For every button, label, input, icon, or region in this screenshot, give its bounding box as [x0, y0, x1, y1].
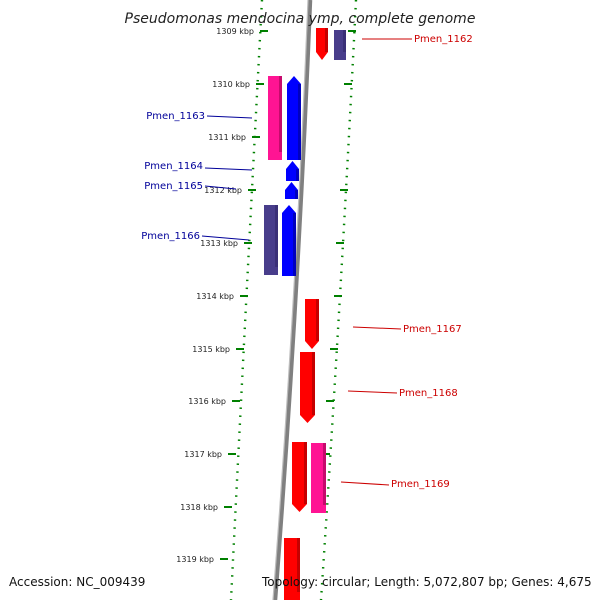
- gene-pmen-1163-partner-shape: [268, 76, 282, 160]
- gene-pmen-1162-partner[interactable]: [334, 30, 346, 60]
- gene-pmen-1166-partner-shape: [264, 205, 278, 275]
- gene-trailing-shading: [297, 538, 300, 592]
- gene-pmen-1169-partner-shading: [304, 442, 307, 504]
- gene-pmen-1166-shading: [293, 213, 296, 276]
- tick-label: 1311 kbp: [208, 133, 246, 142]
- feature-layer: [264, 28, 346, 600]
- backbone-highlight: [272, 0, 309, 600]
- gene-pmen-1163[interactable]: [287, 76, 301, 160]
- gene-leader-line: [352, 326, 402, 330]
- tick-label: 1313 kbp: [200, 239, 238, 248]
- gene-pmen-1163-shape: [287, 76, 301, 160]
- gene-label-pmen-1167[interactable]: Pmen_1167: [403, 324, 462, 335]
- gene-pmen-1162-shape: [316, 28, 328, 60]
- gene-pmen-1168-shape: [300, 352, 315, 423]
- gene-trailing-shape: [284, 538, 300, 600]
- gene-leader-line: [201, 235, 250, 241]
- left-dotted-guide: [229, 0, 264, 600]
- tick-label: 1312 kbp: [204, 186, 242, 195]
- gene-pmen-1164-shading: [296, 169, 299, 181]
- backbone-layer: [272, 0, 313, 600]
- gene-leader-line: [204, 185, 237, 190]
- gene-label-pmen-1163[interactable]: Pmen_1163: [146, 111, 205, 122]
- gene-pmen-1169[interactable]: [311, 443, 326, 513]
- gene-pmen-1166-partner-shading: [275, 205, 278, 267]
- gene-pmen-1169-shape: [311, 443, 326, 513]
- gene-pmen-1169-shading: [323, 443, 326, 505]
- label-layer: Pmen_1162 Pmen_1163 Pmen_1164 Pmen_1165 Pmen…: [141, 34, 472, 490]
- gene-pmen-1165-shape: [285, 182, 298, 199]
- accession-text: Accession: NC_009439: [9, 575, 145, 589]
- gene-pmen-1165-shading: [295, 190, 298, 199]
- tick-layer: 1309 kbp 1310 kbp 1311 kbp 1312 kbp 1313 kbp…: [176, 0, 358, 600]
- gene-pmen-1169-partner[interactable]: [292, 442, 307, 512]
- gene-pmen-1168-shading: [312, 352, 315, 415]
- gene-pmen-1162-partner-shading: [343, 30, 346, 52]
- gene-pmen-1167[interactable]: [305, 299, 319, 349]
- gene-label-pmen-1166[interactable]: Pmen_1166: [141, 231, 200, 242]
- gene-pmen-1165[interactable]: [285, 182, 298, 199]
- gene-pmen-1168[interactable]: [300, 352, 315, 423]
- tick-label: 1315 kbp: [192, 345, 230, 354]
- gene-pmen-1166-shape: [282, 205, 296, 276]
- gene-label-pmen-1164[interactable]: Pmen_1164: [144, 161, 203, 172]
- gene-trailing[interactable]: [284, 538, 300, 600]
- gene-leader-line: [347, 390, 398, 394]
- map-title: Pseudomonas mendocina ymp, complete geno…: [125, 11, 476, 27]
- gene-pmen-1169-partner-shape: [292, 442, 307, 512]
- gene-pmen-1162[interactable]: [316, 28, 328, 60]
- right-dotted-guide: [319, 0, 358, 600]
- gene-pmen-1164[interactable]: [286, 161, 299, 181]
- gene-pmen-1166[interactable]: [282, 205, 296, 276]
- gene-pmen-1162-shading: [325, 28, 328, 52]
- gene-leader-line: [340, 481, 390, 486]
- gene-pmen-1163-partner-shading: [279, 76, 282, 152]
- gene-pmen-1162-partner-shape: [334, 30, 346, 60]
- gene-pmen-1164-shape: [286, 161, 299, 181]
- gene-pmen-1167-shading: [316, 299, 319, 341]
- gene-label-pmen-1162[interactable]: Pmen_1162: [414, 34, 473, 45]
- gene-pmen-1166-partner[interactable]: [264, 205, 278, 275]
- backbone-line: [272, 0, 313, 600]
- gene-leader-line: [204, 167, 253, 171]
- gene-label-pmen-1165[interactable]: Pmen_1165: [144, 181, 203, 192]
- gene-pmen-1163-shading: [298, 84, 301, 160]
- tick-label: 1317 kbp: [184, 450, 222, 459]
- gene-pmen-1163-partner[interactable]: [268, 76, 282, 160]
- tick-label: 1319 kbp: [176, 555, 214, 564]
- tick-label: 1316 kbp: [188, 397, 226, 406]
- tick-label: 1309 kbp: [216, 27, 254, 36]
- tick-label: 1318 kbp: [180, 503, 218, 512]
- gene-pmen-1167-shape: [305, 299, 319, 349]
- gene-leader-line: [206, 115, 253, 119]
- gene-label-pmen-1168[interactable]: Pmen_1168: [399, 388, 458, 399]
- tick-label: 1310 kbp: [212, 80, 250, 89]
- tick-label: 1314 kbp: [196, 292, 234, 301]
- topology-text: Topology: circular; Length: 5,072,807 bp…: [261, 575, 592, 589]
- gene-label-pmen-1169[interactable]: Pmen_1169: [391, 479, 450, 490]
